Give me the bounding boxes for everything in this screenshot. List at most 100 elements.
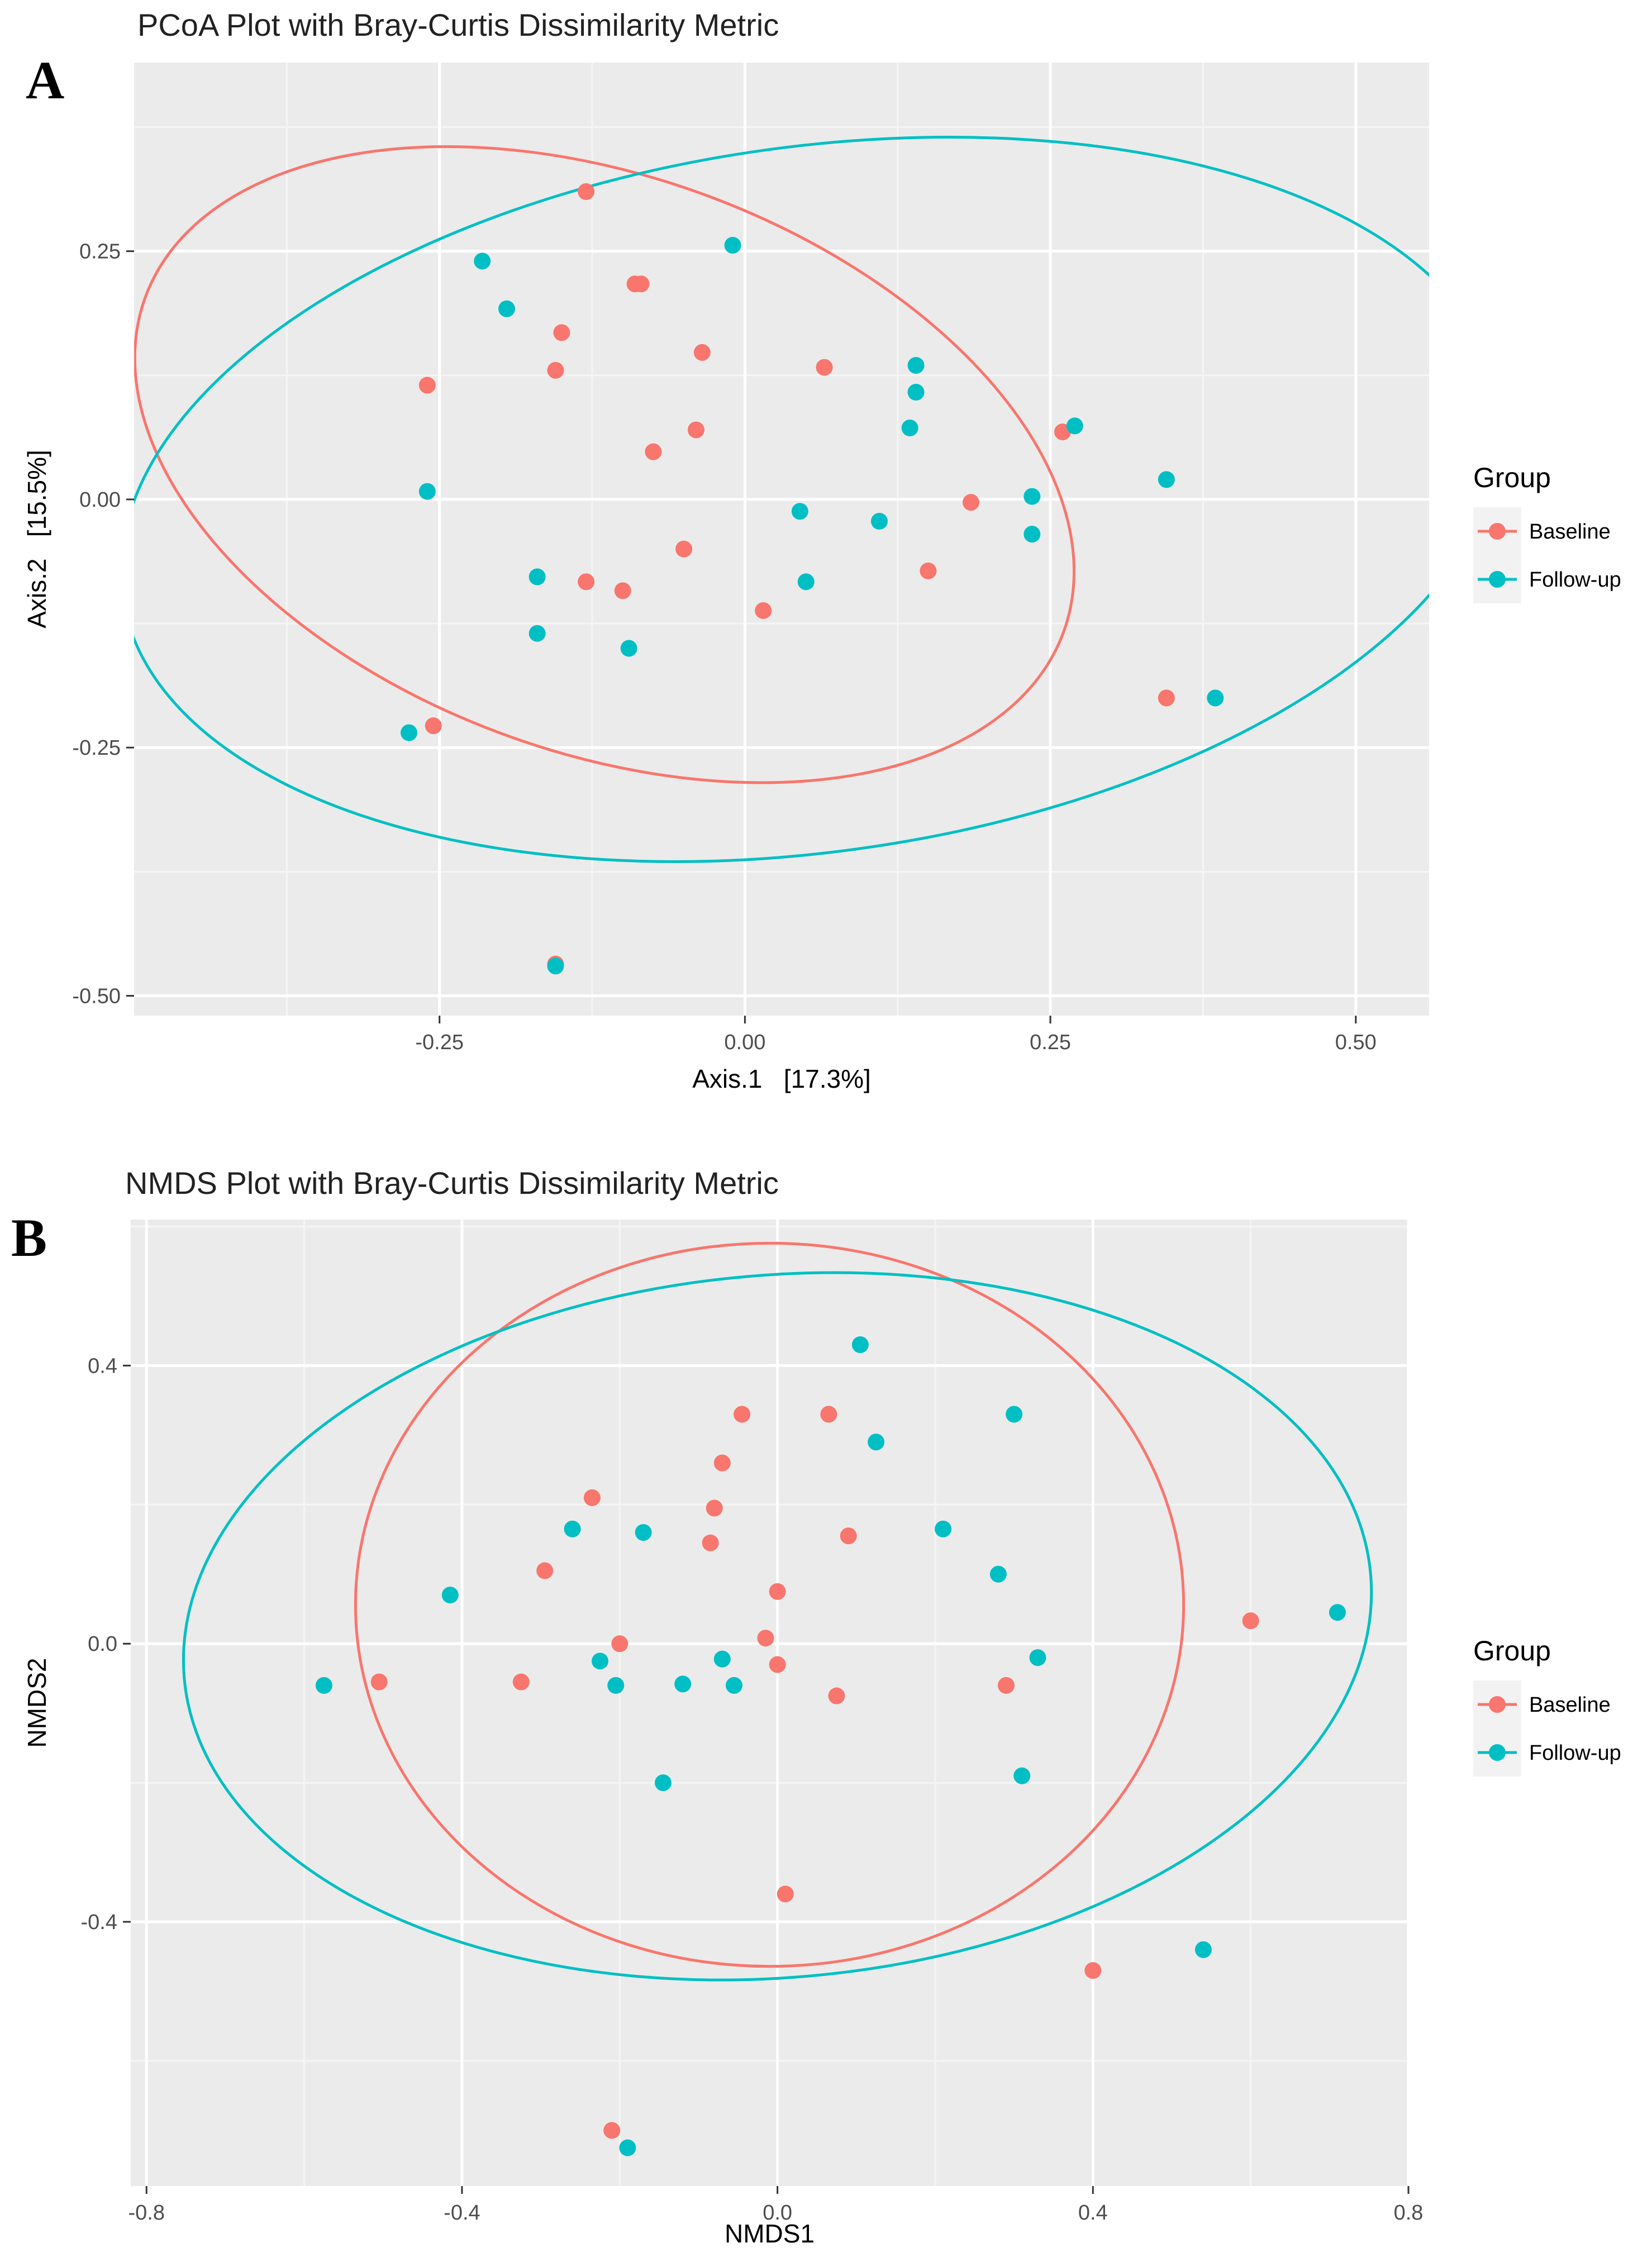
point-baseline	[816, 359, 833, 376]
point-follow-up	[907, 383, 925, 401]
point-follow-up	[870, 513, 888, 530]
point-baseline	[578, 573, 595, 591]
legend-label-follow-up: Follow-up	[1529, 568, 1621, 592]
point-baseline	[769, 1583, 786, 1600]
confidence-ellipses	[134, 136, 1429, 863]
y-tick-label: -0.25	[72, 736, 121, 760]
point-follow-up	[1013, 1767, 1031, 1784]
x-tick-label: 0.00	[724, 1031, 765, 1054]
point-baseline	[757, 1630, 774, 1647]
point-baseline	[547, 361, 564, 379]
point-baseline	[1158, 689, 1175, 707]
point-follow-up	[1006, 1406, 1023, 1423]
point-baseline	[578, 183, 595, 201]
point-follow-up	[1158, 471, 1175, 488]
point-follow-up	[1029, 1649, 1046, 1666]
series-follow-up	[401, 236, 1224, 975]
point-baseline	[370, 1673, 388, 1691]
x-tick-label: -0.4	[444, 2201, 480, 2225]
legend-key-point	[1489, 523, 1506, 540]
legend-label-baseline: Baseline	[1529, 520, 1611, 544]
x-tick-label: 0.4	[1078, 2201, 1108, 2225]
axis-ticks: -0.8 -0.4 0.0 0.4 0.8 -0.4 0.0 0.4	[81, 1354, 1424, 2225]
point-baseline	[687, 421, 704, 439]
point-baseline	[1242, 1612, 1259, 1630]
point-follow-up	[547, 958, 564, 975]
point-follow-up	[654, 1774, 672, 1792]
point-follow-up	[441, 1587, 459, 1604]
chart-b: -0.8 -0.4 0.0 0.4 0.8 -0.4 0.0 0.4 NMDS1 NMDS2 Gro…	[22, 1220, 1621, 2248]
ellipse-follow-up	[134, 136, 1429, 863]
point-baseline	[962, 494, 979, 511]
point-baseline	[769, 1656, 786, 1673]
point-baseline	[553, 324, 570, 341]
y-tick-label: -0.4	[81, 1911, 117, 1934]
series-baseline	[370, 1406, 1259, 2139]
chart-b-title: NMDS Plot with Bray-Curtis Dissimilarity…	[125, 1165, 779, 1201]
legend: Group Baseline Follow-up	[1473, 1635, 1621, 1777]
point-follow-up	[713, 1650, 731, 1668]
legend-label-follow-up: Follow-up	[1529, 1741, 1621, 1765]
chart-a-title: PCoA Plot with Bray-Curtis Dissimilarity…	[137, 7, 779, 42]
point-baseline	[713, 1454, 731, 1472]
point-follow-up	[725, 1677, 742, 1694]
point-follow-up	[1066, 417, 1083, 435]
plot-panel	[131, 1220, 1408, 2186]
point-follow-up	[797, 573, 815, 591]
point-follow-up	[907, 357, 925, 374]
ellipse-follow-up	[182, 1271, 1373, 1982]
x-tick-label: 0.0	[763, 2201, 792, 2225]
point-baseline	[536, 1562, 554, 1579]
point-follow-up	[851, 1336, 869, 1354]
x-axis-label: Axis.1 [17.3%]	[692, 1064, 871, 1093]
legend-key-point	[1489, 1696, 1506, 1713]
point-follow-up	[868, 1434, 885, 1451]
panel-a-label: A	[26, 50, 65, 110]
chart-a: -0.25 0.00 0.25 0.50 -0.50 -0.25 0.00 0.25 Axis.…	[22, 63, 1621, 1093]
y-tick-label: 0.0	[88, 1632, 117, 1656]
x-tick-label: -0.25	[415, 1031, 464, 1054]
plot-panel	[134, 63, 1429, 1016]
point-follow-up	[529, 568, 546, 585]
point-follow-up	[620, 640, 637, 657]
legend: Group Baseline Follow-up	[1473, 462, 1621, 603]
point-baseline	[425, 717, 442, 735]
legend-key-point	[1489, 571, 1506, 588]
point-follow-up	[1194, 1941, 1212, 1958]
series-follow-up	[315, 1336, 1346, 2156]
axis-ticks: -0.25 0.00 0.25 0.50 -0.50 -0.25 0.00 0.25	[72, 240, 1376, 1054]
point-baseline	[693, 344, 711, 361]
point-baseline	[706, 1499, 723, 1517]
y-tick-label: -0.50	[72, 984, 121, 1008]
point-baseline	[755, 602, 772, 619]
minor-gridlines	[134, 63, 1429, 1016]
point-baseline	[840, 1527, 857, 1545]
point-baseline	[777, 1885, 794, 1903]
point-baseline	[820, 1406, 837, 1423]
point-baseline	[828, 1687, 845, 1704]
ellipse-baseline	[134, 145, 1076, 784]
point-baseline	[418, 377, 436, 394]
point-follow-up	[1023, 526, 1041, 543]
point-follow-up	[619, 2139, 636, 2156]
point-follow-up	[418, 483, 436, 500]
x-tick-label: -0.8	[128, 2201, 164, 2225]
y-axis-label: NMDS2	[22, 1658, 51, 1747]
point-baseline	[645, 443, 662, 460]
point-follow-up	[564, 1520, 581, 1537]
major-gridlines	[131, 1220, 1410, 2186]
point-follow-up	[591, 1653, 608, 1670]
point-follow-up	[724, 236, 741, 254]
point-follow-up	[1023, 488, 1041, 505]
point-follow-up	[674, 1675, 692, 1693]
point-follow-up	[791, 503, 808, 520]
point-follow-up	[901, 419, 918, 436]
point-baseline	[1084, 1962, 1102, 1979]
point-follow-up	[935, 1520, 952, 1537]
point-follow-up	[635, 1524, 652, 1541]
legend-key-point	[1489, 1744, 1506, 1761]
point-baseline	[632, 275, 650, 293]
point-baseline	[734, 1406, 751, 1423]
point-baseline	[998, 1677, 1015, 1694]
